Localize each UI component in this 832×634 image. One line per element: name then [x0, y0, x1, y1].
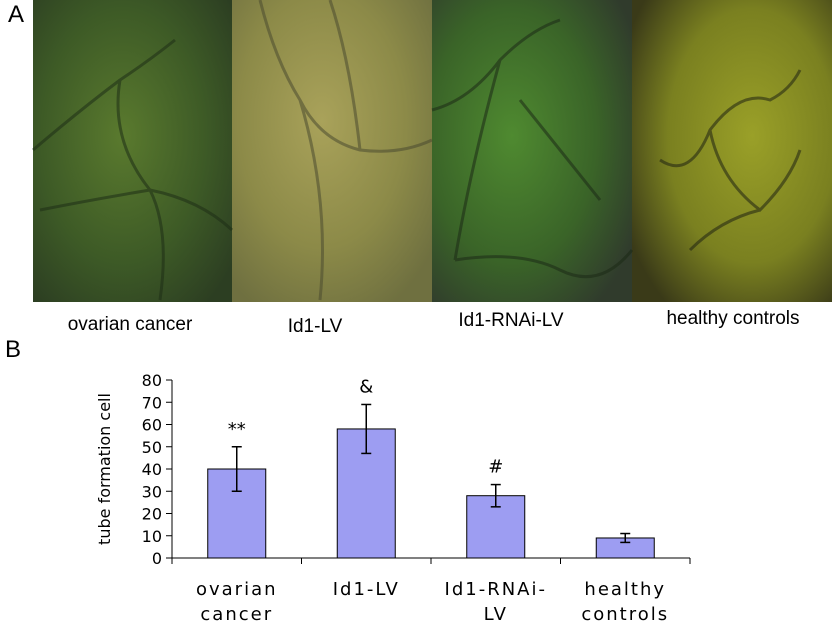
x-tick-label: ovarian cancer: [196, 579, 278, 625]
image-caption: healthy controls: [666, 308, 799, 329]
micrographs: [32, 0, 832, 302]
bar-chart: 0 10 20 30 40 50 60 70 80 ** ovarian cancer & Id1-LV #…: [142, 371, 691, 625]
tube-network: [32, 0, 802, 301]
significance-mark: &: [359, 376, 373, 397]
error-bar: [490, 483, 501, 508]
y-tick-label: 30: [142, 482, 162, 501]
x-tick-label: healthy controls: [581, 579, 669, 625]
significance-mark: **: [228, 419, 246, 440]
significance-mark: #: [488, 457, 503, 478]
y-tick-label: 80: [142, 371, 162, 390]
y-axis-label: tube formation cell: [95, 393, 114, 545]
micrograph: [432, 0, 632, 302]
panel-label: B: [5, 336, 21, 363]
x-tick-label: Id1-LV: [333, 579, 400, 600]
y-tick-label: 40: [142, 460, 162, 479]
error-bar: [620, 532, 631, 544]
micrograph: [632, 0, 832, 302]
error-bar: [231, 446, 242, 492]
y-tick-label: 60: [142, 416, 162, 435]
panel-label: A: [8, 1, 24, 28]
micrograph: [232, 0, 432, 302]
image-caption: Id1-RNAi-LV: [458, 310, 564, 331]
y-tick-label: 20: [142, 505, 162, 524]
image-caption: Id1-LV: [288, 316, 343, 337]
y-tick-label: 70: [142, 393, 162, 412]
y-tick-label: 50: [142, 438, 162, 457]
y-tick-label: 0: [152, 549, 162, 568]
error-bar: [361, 403, 372, 455]
image-caption: ovarian cancer: [68, 314, 193, 335]
micrograph: [33, 0, 232, 302]
y-tick-label: 10: [142, 527, 162, 546]
x-tick-label: Id1-RNAi-LV: [445, 579, 547, 625]
